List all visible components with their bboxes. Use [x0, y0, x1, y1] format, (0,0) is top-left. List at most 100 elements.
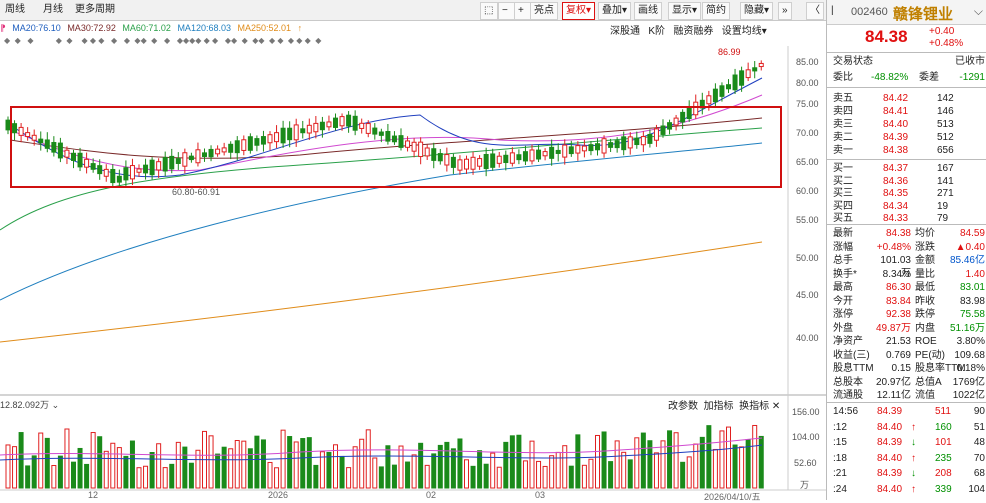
price-tick: 70.00 — [796, 128, 819, 138]
volume-bar — [418, 442, 424, 489]
volume-bar — [110, 442, 116, 489]
bid-row[interactable]: 买三 84.35 271 — [827, 187, 986, 200]
stat-value: 83.98 — [959, 295, 985, 307]
menu-icon[interactable]: | — [831, 5, 834, 16]
fuquan-button[interactable]: 复权▾ — [562, 2, 596, 20]
volume-bar — [31, 455, 37, 489]
close-icon[interactable]: ✕ — [771, 401, 781, 412]
bid-row[interactable]: 买五 84.33 79 — [827, 212, 986, 225]
volume-bar — [333, 444, 338, 489]
tick-count: 68 — [973, 468, 985, 479]
stat-value: 84.38 — [885, 228, 911, 239]
stat-row: 涨幅 +0.48% 涨跌 ▲0.40 — [827, 241, 986, 254]
candle-body — [90, 163, 96, 170]
ma20-label[interactable]: MA20:76.10 — [12, 23, 61, 33]
volume-bar — [509, 435, 515, 489]
volume-bar — [267, 461, 273, 489]
volume-bar — [25, 465, 31, 489]
tick-count: 70 — [973, 452, 985, 464]
candle-body — [162, 157, 168, 172]
draw-button[interactable]: 画线 — [634, 2, 662, 20]
ma5-line — [9, 77, 763, 178]
price-tick: 40.00 — [796, 333, 819, 343]
stat-row: 今开 83.84 昨收 83.98 — [827, 295, 986, 308]
ma250-label[interactable]: MA250:52.01 — [237, 23, 292, 33]
tab-weekly[interactable]: 周线 — [5, 4, 25, 15]
candle-body — [352, 115, 358, 131]
candle-body — [195, 149, 201, 164]
chevron-down-icon[interactable]: ⌄ — [51, 400, 60, 410]
stat-value: ▲0.40 — [955, 241, 985, 253]
volume-bar — [647, 440, 653, 489]
stat-value: 86.30 — [885, 282, 911, 293]
tab-monthly[interactable]: 月线 — [43, 4, 63, 15]
candle-body — [143, 164, 149, 174]
bid-price: 84.35 — [883, 188, 909, 199]
ask-row[interactable]: 卖二 84.39 512 — [827, 131, 986, 144]
vol-tick-1: 156.00 — [792, 407, 820, 417]
highlight-button[interactable]: 亮点 — [530, 2, 558, 20]
margin-link[interactable]: 融资融券 — [673, 26, 714, 37]
ask-row[interactable]: 卖三 84.40 513 — [827, 118, 986, 131]
expand-icon[interactable]: ⌵ — [973, 4, 983, 18]
hk-connect-link[interactable]: 深股通 — [610, 26, 640, 37]
volume-bar — [627, 459, 633, 489]
overlay-button[interactable]: 叠加▾ — [598, 2, 632, 20]
collapse-icon[interactable]: 〈 — [806, 2, 824, 20]
ask-row[interactable]: 卖五 84.42 142 — [827, 92, 986, 105]
ask-row[interactable]: 卖一 84.38 656 — [827, 144, 986, 157]
kline-chart[interactable] — [0, 0, 826, 500]
candle-body — [77, 152, 83, 168]
candle-body — [712, 88, 718, 103]
candle-body — [503, 154, 509, 164]
stat-value: +0.48% — [876, 241, 911, 253]
candle-body — [156, 161, 162, 171]
stat-value: 1769亿 — [952, 376, 985, 388]
stat-value: 0.18% — [956, 363, 985, 374]
cursor-icon[interactable]: ⬚ — [480, 2, 498, 20]
switch-indicator-button[interactable]: 换指标 — [739, 401, 770, 412]
more-button[interactable]: » — [778, 2, 792, 20]
bid-row[interactable]: 买一 84.37 167 — [827, 162, 986, 175]
candle-body — [405, 140, 411, 148]
k-stage-link[interactable]: K阶 — [648, 26, 666, 37]
tick-count: 104 — [968, 483, 985, 495]
volume-bar — [287, 436, 293, 489]
stat-label: 跌停 — [915, 309, 935, 320]
ma120-label[interactable]: MA120:68.03 — [177, 23, 231, 33]
candle-body — [208, 148, 214, 158]
stat-row: 最高 86.30 最低 83.01 — [827, 281, 986, 294]
volume-bar — [431, 453, 437, 489]
ma30-label[interactable]: MA30:72.92 — [67, 23, 116, 33]
stat-label: 总手 — [833, 255, 853, 266]
ask-volume: 512 — [937, 132, 954, 143]
bid-row[interactable]: 买二 84.36 141 — [827, 175, 986, 188]
ask-row[interactable]: 卖四 84.41 146 — [827, 105, 986, 118]
hide-button[interactable]: 隐藏▾ — [740, 2, 774, 20]
low-label: 60.80-60.91 — [172, 187, 221, 197]
candle-body — [398, 135, 404, 148]
price-tick: 60.00 — [796, 186, 819, 196]
tick-row: :12 84.40 ↑ 160 51 — [827, 421, 986, 434]
display-button[interactable]: 显示▾ — [668, 2, 702, 20]
stat-value: 21.53 — [885, 336, 911, 347]
candle-body — [706, 95, 712, 105]
candle-body — [758, 62, 764, 68]
candle-body — [496, 155, 502, 164]
set-ma-link[interactable]: 设置均线 — [721, 26, 762, 37]
add-indicator-button[interactable]: 加指标 — [703, 401, 734, 412]
bid-row[interactable]: 买四 84.34 19 — [827, 200, 986, 213]
candle-body — [254, 138, 260, 146]
edit-params-button[interactable]: 改参数 — [668, 401, 698, 412]
vol-tick-2: 104.00 — [792, 432, 820, 442]
ma120-line — [0, 142, 763, 301]
simple-button[interactable]: 简约 — [702, 2, 730, 20]
stat-label: 涨幅 — [833, 241, 853, 253]
candle-body — [97, 165, 103, 175]
tab-more-periods[interactable]: 更多周期 — [75, 4, 115, 15]
ma60-label[interactable]: MA60:71.02 — [122, 23, 171, 33]
candle-body — [745, 69, 751, 79]
price-tick: 80.00 — [796, 78, 819, 88]
candle-body — [588, 144, 594, 152]
stat-row: 总股本 20.97亿 总值A 1769亿 — [827, 376, 986, 389]
